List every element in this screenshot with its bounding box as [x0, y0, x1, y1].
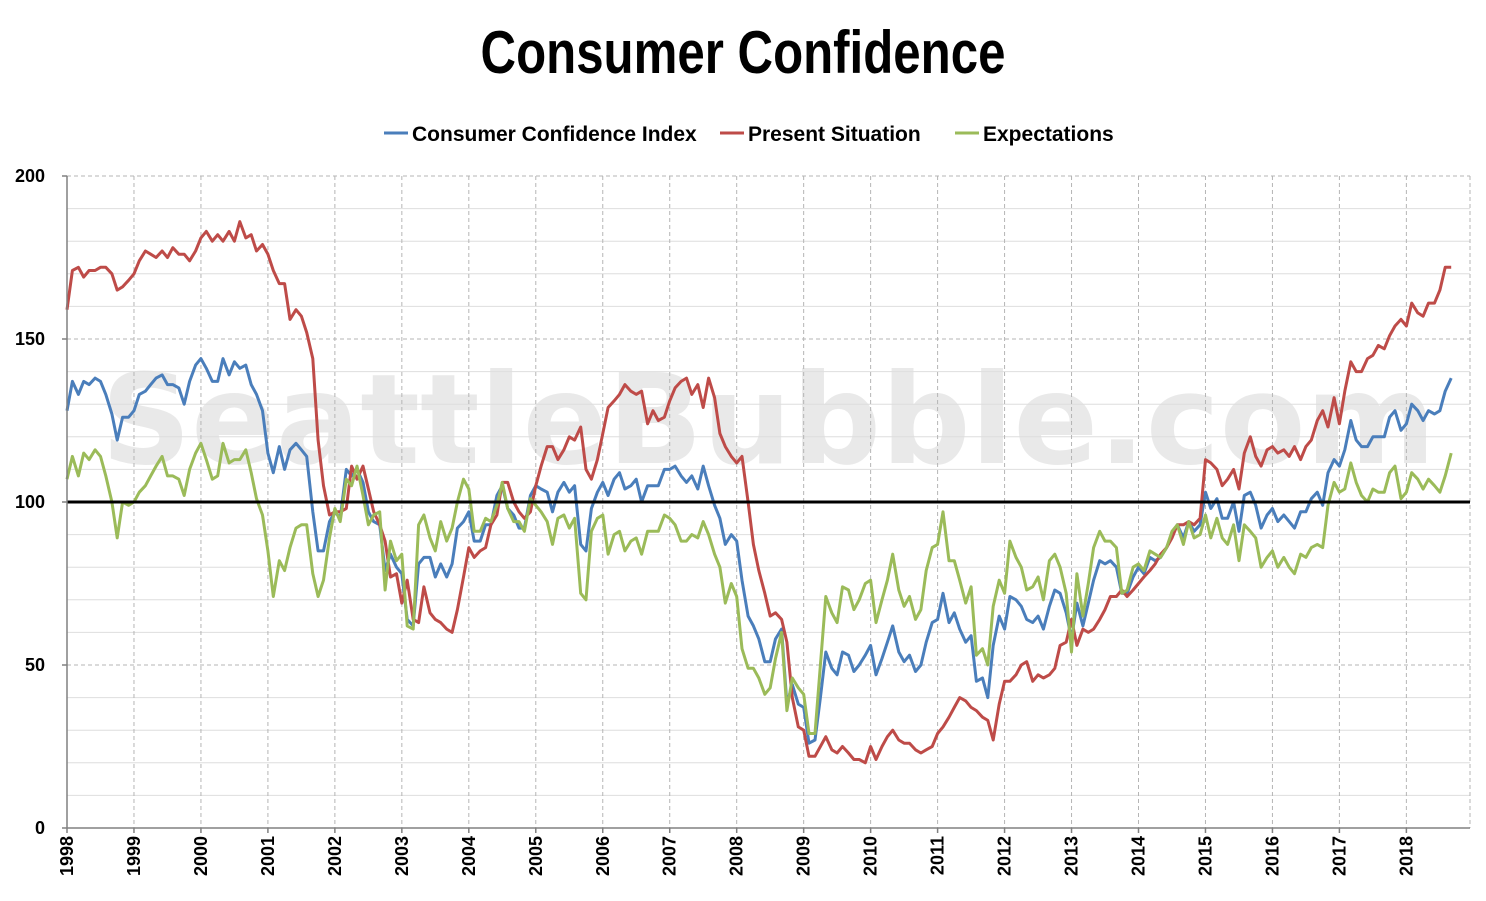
- y-tick-label: 200: [15, 166, 45, 186]
- x-tick-label: 2018: [1396, 836, 1416, 876]
- x-tick-label: 2016: [1262, 836, 1282, 876]
- x-tick-label: 2013: [1062, 836, 1082, 876]
- y-tick-label: 0: [35, 818, 45, 838]
- x-tick-label: 2015: [1195, 836, 1215, 876]
- axes: [62, 175, 1470, 833]
- y-tick-labels: 0 50 100 150 200: [15, 166, 45, 838]
- x-tick-label: 2010: [861, 836, 881, 876]
- y-tick-label: 150: [15, 329, 45, 349]
- x-tick-label: 2001: [258, 836, 278, 876]
- legend-item-0: Consumer Confidence Index: [384, 123, 697, 146]
- x-tick-label: 2017: [1329, 836, 1349, 876]
- x-tick-label: 2008: [727, 836, 747, 876]
- x-tick-label: 2005: [526, 836, 546, 876]
- x-tick-label: 2006: [593, 836, 613, 876]
- y-tick-label: 100: [15, 492, 45, 512]
- x-tick-label: 1998: [57, 836, 77, 876]
- x-tick-label: 2004: [459, 836, 479, 876]
- x-tick-label: 2007: [660, 836, 680, 876]
- legend-item-2: Expectations: [955, 123, 1114, 146]
- series-line-0: [65, 357, 1453, 745]
- legend-label: Consumer Confidence Index: [412, 123, 697, 146]
- series-line-2: [65, 441, 1453, 735]
- legend-label: Present Situation: [748, 123, 921, 146]
- x-tick-label: 2014: [1129, 836, 1149, 876]
- x-tick-label: 2002: [325, 836, 345, 876]
- legend: Consumer Confidence Index Present Situati…: [384, 123, 1114, 146]
- watermark: SeattleBubble.com: [101, 348, 1436, 493]
- x-tick-label: 2000: [191, 836, 211, 876]
- legend-label: Expectations: [983, 123, 1114, 146]
- legend-item-1: Present Situation: [720, 123, 921, 146]
- y-tick-label: 50: [25, 655, 45, 675]
- x-tick-label: 2012: [995, 836, 1015, 876]
- x-tick-labels: 1998 1999 2000 2001 2002 2003 2004 2005 2006 2007…: [57, 836, 1416, 876]
- chart-title: Consumer Confidence: [480, 19, 1006, 86]
- x-tick-label: 2003: [392, 836, 412, 876]
- x-tick-label: 2009: [794, 836, 814, 876]
- series-lines: [65, 220, 1470, 765]
- x-tick-label: 1999: [124, 836, 144, 876]
- watermark-text: SeattleBubble.com: [101, 348, 1436, 493]
- x-tick-label: 2011: [928, 836, 948, 875]
- series-line-1: [65, 220, 1452, 765]
